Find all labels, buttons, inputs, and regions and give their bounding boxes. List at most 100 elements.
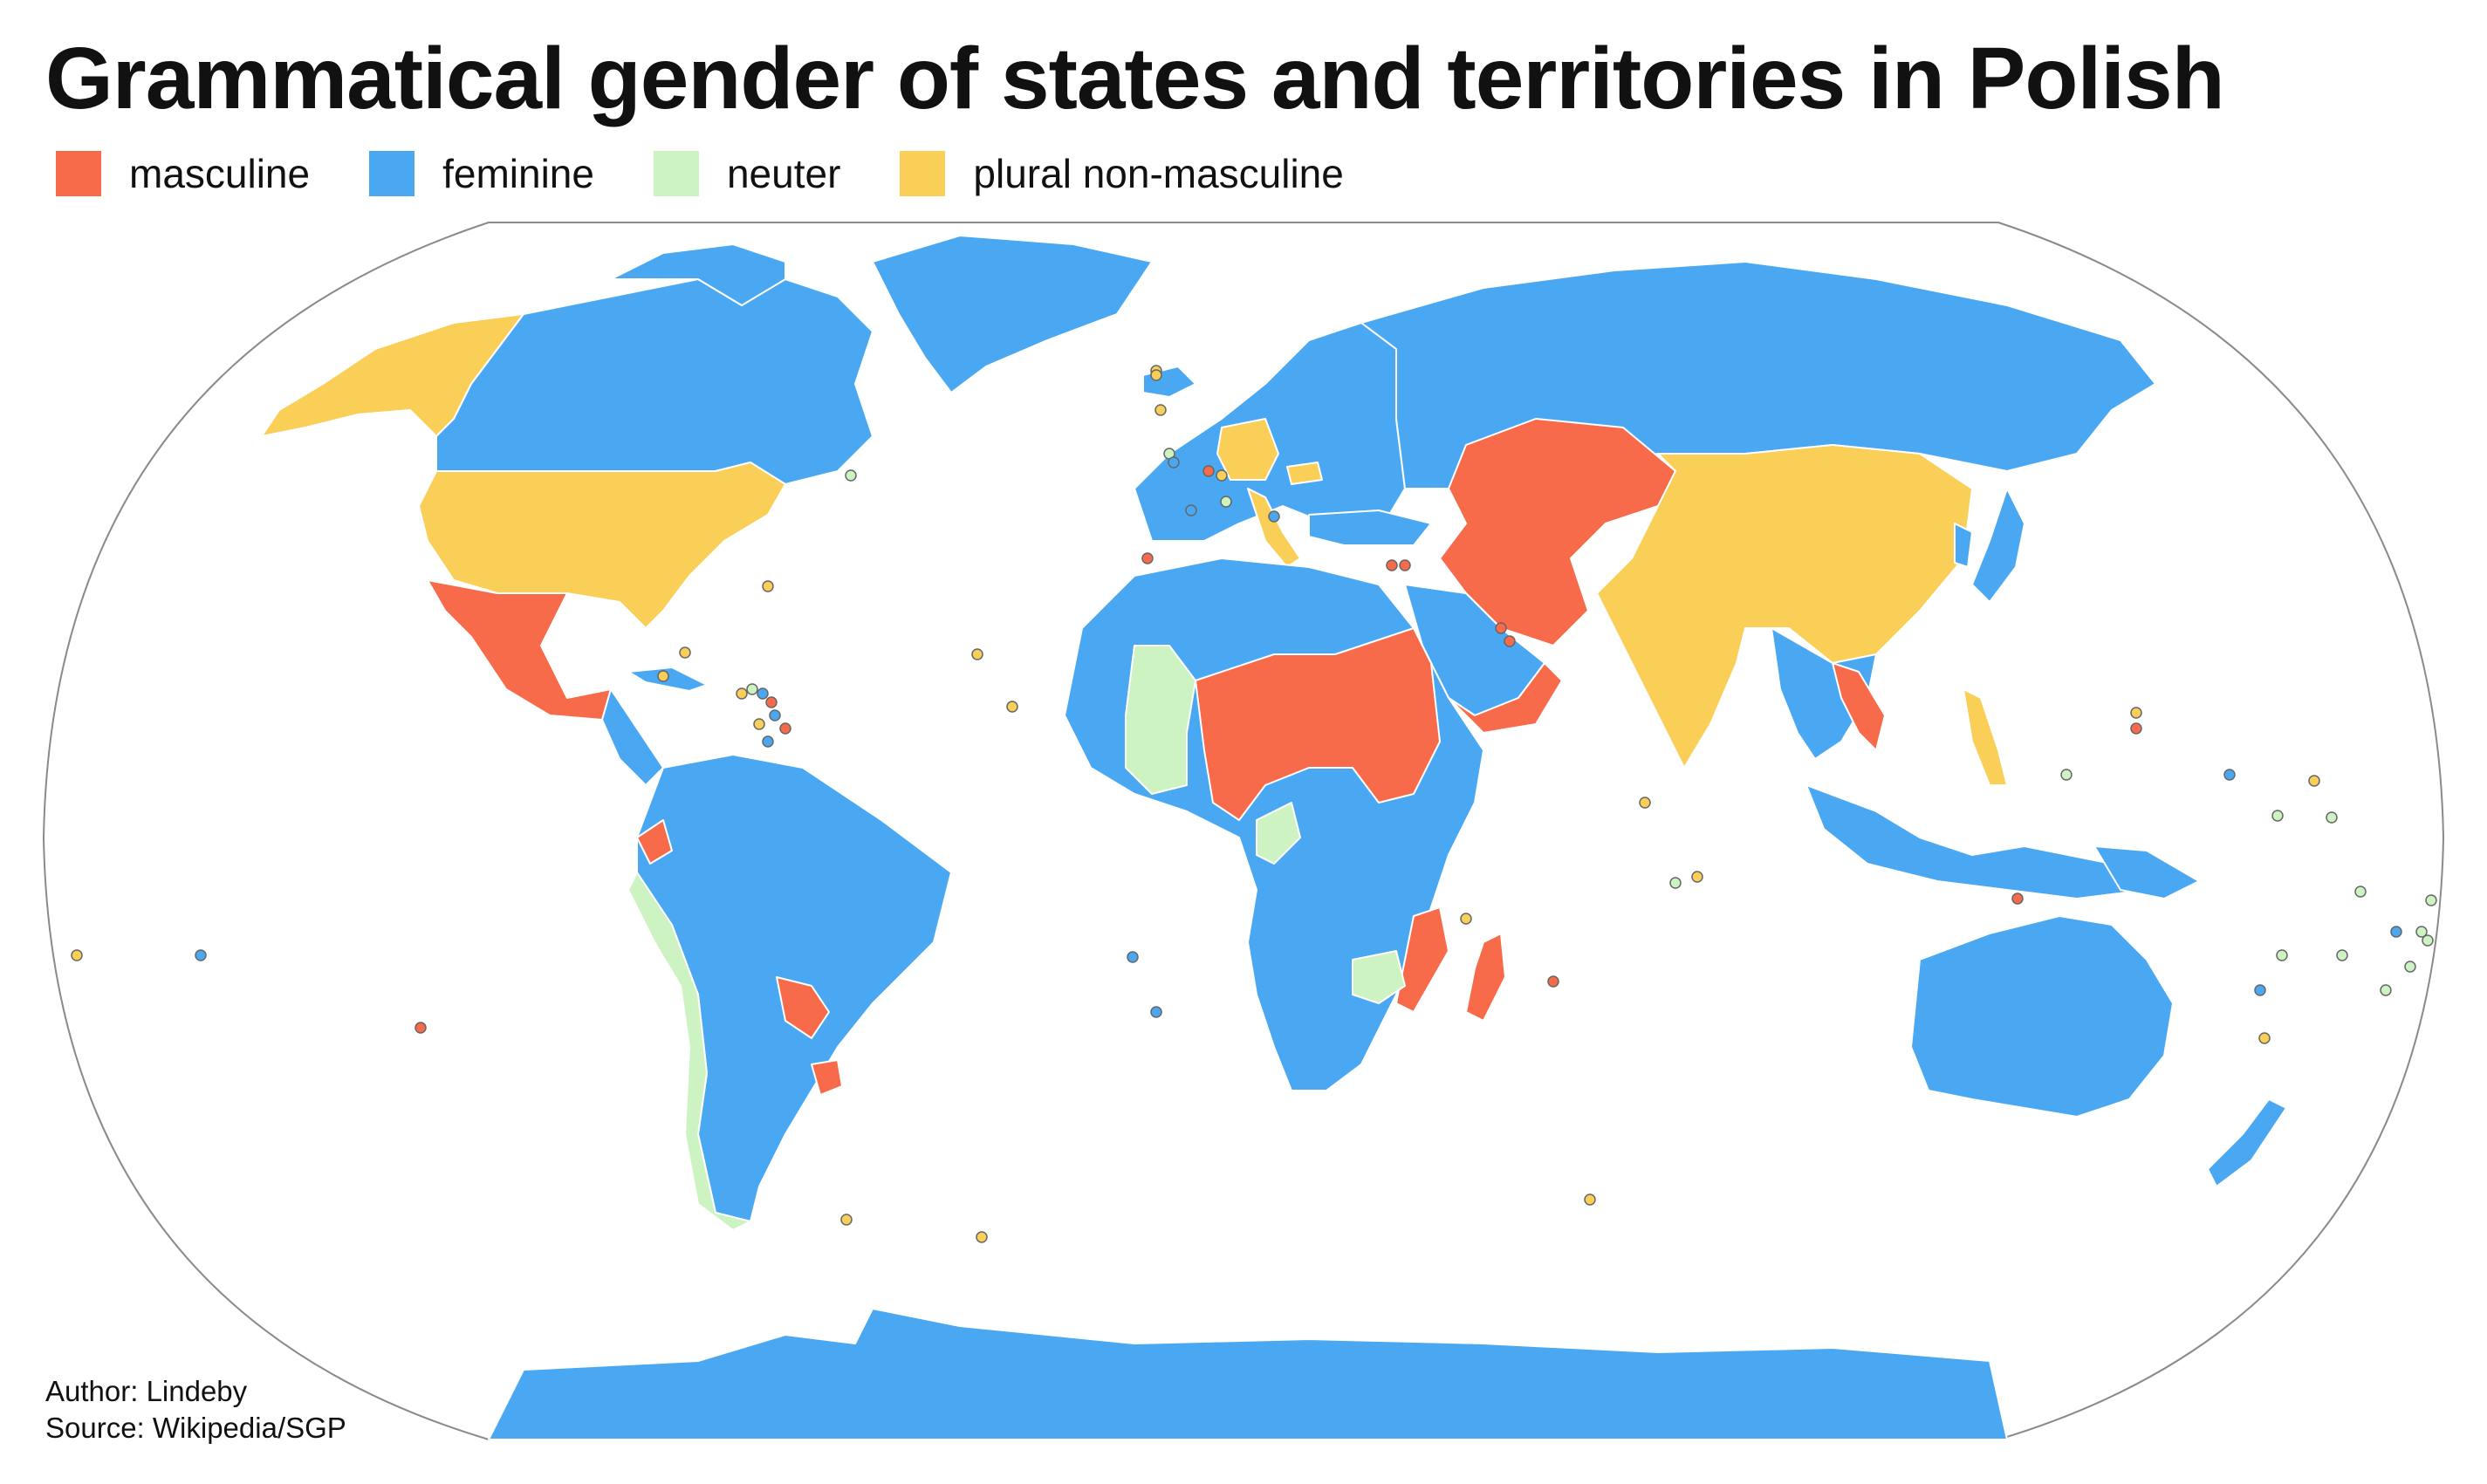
territory-dot (1691, 871, 1703, 883)
territory-dot (1154, 404, 1167, 416)
legend-label-masculine: masculine (129, 151, 311, 196)
territory-dot (195, 949, 207, 961)
region-canadian-arctic-islands (610, 243, 786, 306)
territory-dot (414, 1022, 427, 1034)
territory-dot (1504, 635, 1516, 647)
region-australia (1910, 915, 2174, 1118)
legend-label-feminine: feminine (442, 151, 594, 196)
territory-dot (1399, 559, 1411, 571)
territory-dot (1547, 975, 1559, 988)
territory-dot (2271, 810, 2284, 822)
source-credit: Source: Wikipedia/SGP (45, 1412, 346, 1444)
region-vietnam (1832, 662, 1886, 751)
region-ecuador (636, 819, 673, 865)
territory-dot (746, 683, 758, 695)
territory-dot (779, 722, 791, 735)
territory-dot (1495, 622, 1507, 634)
territory-dot (2415, 926, 2428, 938)
territory-dot (2223, 769, 2236, 781)
territory-dot (845, 469, 857, 482)
region-germany-austria (1216, 418, 1279, 481)
territory-dot (71, 949, 83, 961)
territory-dot (2425, 894, 2437, 906)
territory-dot (762, 735, 774, 748)
region-antarctica (488, 1308, 2008, 1440)
region-hungary (1286, 462, 1323, 485)
map-title: Grammatical gender of states and territo… (45, 30, 2225, 127)
region-paraguay (776, 976, 830, 1039)
region-zambia-zimbabwe (1352, 950, 1406, 1004)
region-uruguay (811, 1059, 843, 1096)
territory-dot (976, 1231, 988, 1243)
territory-dot (1150, 1006, 1162, 1018)
territory-dot (2404, 961, 2416, 973)
credits: Author: Lindeby Source: Wikipedia/SGP (45, 1373, 346, 1446)
territory-dot (769, 709, 781, 721)
region-central-asia (1439, 418, 1676, 646)
region-japan (1971, 488, 2025, 603)
territory-dot (1168, 456, 1180, 468)
territory-dot (1185, 504, 1197, 516)
territory-dot (1216, 469, 1228, 482)
territory-dot (2354, 886, 2367, 898)
legend-item-plural: plural non-masculine (900, 150, 1344, 197)
territory-dot (1006, 701, 1018, 713)
region-italy (1247, 488, 1301, 568)
territory-dot (1141, 552, 1154, 564)
region-southeast-asia (1771, 627, 1877, 760)
legend-item-masculine: masculine (56, 150, 310, 197)
region-central-america (601, 688, 664, 786)
region-korea (1954, 523, 1973, 568)
territory-dot (736, 687, 748, 700)
territory-dot (1220, 496, 1232, 508)
legend-swatch-feminine (369, 151, 415, 196)
territory-dot (1584, 1193, 1596, 1206)
legend-label-neuter: neuter (726, 151, 841, 196)
territory-dot (679, 646, 691, 659)
territory-dot (2380, 984, 2392, 996)
territory-dot (762, 580, 774, 592)
territory-dot (2308, 775, 2320, 787)
territory-dot (2130, 722, 2142, 735)
territory-dot (1202, 465, 1215, 477)
legend: masculine feminine neuter plural non-mas… (56, 150, 1403, 197)
region-sahel (1195, 627, 1441, 821)
territory-dot (1460, 913, 1472, 925)
territory-dot (1639, 797, 1651, 809)
territory-dot (657, 670, 669, 682)
territory-dot (765, 696, 778, 708)
territory-dot (2390, 926, 2402, 938)
territory-dot (2276, 949, 2288, 961)
territory-dot (1127, 951, 1139, 963)
region-new-guinea (2093, 845, 2200, 899)
legend-swatch-masculine (56, 151, 101, 196)
region-greenland (872, 235, 1153, 393)
territory-dot (757, 687, 769, 700)
legend-swatch-neuter (653, 151, 699, 196)
territory-dot (2336, 949, 2348, 961)
legend-item-feminine: feminine (369, 150, 594, 197)
territory-dot (1268, 510, 1280, 523)
legend-swatch-plural (900, 151, 946, 196)
region-west-africa (1125, 645, 1196, 795)
territory-dot (2326, 811, 2338, 824)
territory-dot (753, 718, 765, 730)
author-credit: Author: Lindeby (45, 1375, 248, 1407)
region-congo (1256, 802, 1301, 865)
territory-dot (1386, 559, 1398, 571)
territory-dot (2130, 707, 2142, 719)
region-china-india (1596, 444, 1973, 769)
region-new-zealand (2207, 1098, 2287, 1187)
territory-dot (1669, 877, 1682, 889)
territory-dot (2422, 934, 2434, 947)
region-philippines (1963, 688, 2008, 786)
region-madagascar (1465, 933, 1506, 1022)
territory-dot (2011, 892, 2024, 905)
region-peru-chile (627, 872, 751, 1231)
region-usa (418, 462, 786, 629)
territory-dot (1150, 369, 1162, 381)
legend-label-plural: plural non-masculine (973, 151, 1344, 196)
territory-dot (840, 1214, 853, 1226)
region-turkey (1308, 509, 1432, 546)
